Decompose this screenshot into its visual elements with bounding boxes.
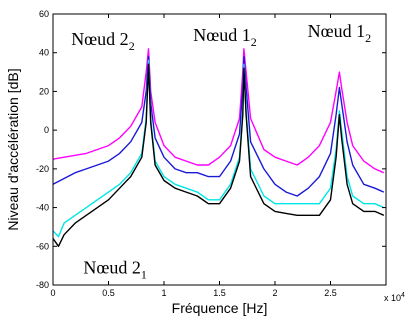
x-axis-multiplier: x 104 xyxy=(384,292,405,303)
x-tick-label: 1 xyxy=(161,288,166,298)
y-tick-label: -40 xyxy=(36,203,49,213)
y-tick-label: -20 xyxy=(36,164,49,174)
y-tick-label: 60 xyxy=(39,9,49,19)
y-tick-label: -60 xyxy=(36,241,49,251)
y-tick-label: 40 xyxy=(39,48,49,58)
annotation-label: Nœud 12 xyxy=(308,21,372,45)
series-line-0 xyxy=(52,48,385,174)
x-tick-label: 1.5 xyxy=(213,288,226,298)
y-axis-label: Niveau d'accélération [dB] xyxy=(5,68,21,230)
annotation-layer: Nœud 22 Nœud 12 Nœud 12 Nœud 21 xyxy=(71,21,371,281)
annotation-label: Nœud 12 xyxy=(193,25,256,49)
annotation-label: Nœud 21 xyxy=(83,257,147,281)
series-line-1 xyxy=(52,55,385,197)
y-tick-label: 20 xyxy=(39,86,49,96)
y-tick-label: 0 xyxy=(44,125,49,135)
x-axis-label: Fréquence [Hz] xyxy=(172,300,268,316)
x-tick-label: 0.5 xyxy=(102,288,115,298)
y-tick-label: -80 xyxy=(36,280,49,290)
x-tick-label: 0 xyxy=(50,288,55,298)
ticks-layer: 0 0.5 1 1.5 2 2.5 -80 -60 -40 -20 0 20 40 60 xyxy=(36,9,386,298)
series-line-3 xyxy=(52,63,385,248)
x-tick-label: 2.5 xyxy=(324,288,337,298)
series-layer xyxy=(52,48,385,248)
annotation-label: Nœud 22 xyxy=(71,29,135,53)
x-tick-label: 2 xyxy=(272,288,277,298)
